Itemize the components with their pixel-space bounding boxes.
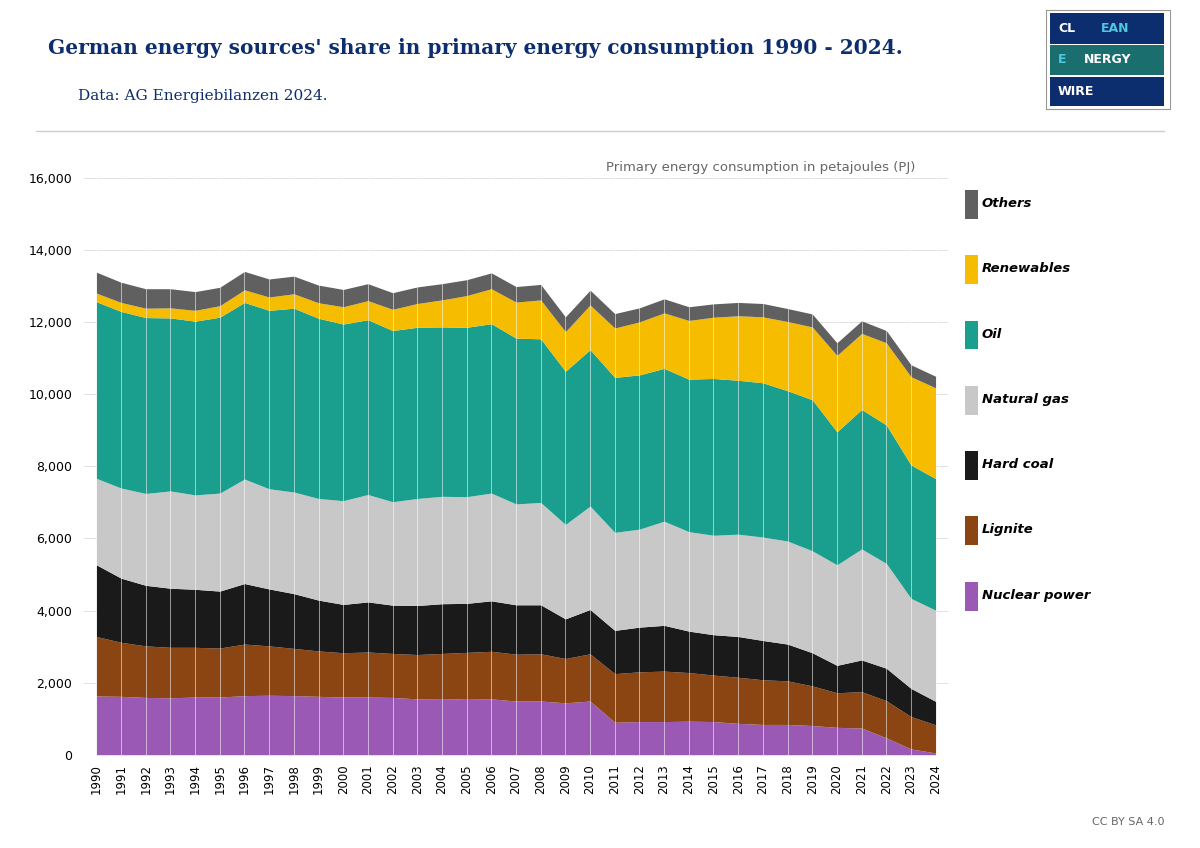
Text: Natural gas: Natural gas xyxy=(982,393,1068,406)
Text: Primary energy consumption in petajoules (PJ): Primary energy consumption in petajoules… xyxy=(606,161,916,174)
Text: Renewables: Renewables xyxy=(982,262,1070,276)
Text: CL: CL xyxy=(1058,21,1075,35)
Text: Lignite: Lignite xyxy=(982,523,1033,537)
Text: NERGY: NERGY xyxy=(1085,53,1132,66)
Text: Oil: Oil xyxy=(982,327,1002,341)
Bar xyxy=(1050,76,1164,106)
Bar xyxy=(1050,46,1164,75)
Text: WIRE: WIRE xyxy=(1058,85,1094,98)
Text: E: E xyxy=(1058,53,1067,66)
Text: Hard coal: Hard coal xyxy=(982,458,1052,471)
Text: CC BY SA 4.0: CC BY SA 4.0 xyxy=(1092,817,1164,827)
Text: Data: AG Energiebilanzen 2024.: Data: AG Energiebilanzen 2024. xyxy=(78,89,328,103)
Text: Nuclear power: Nuclear power xyxy=(982,589,1090,602)
Text: German energy sources' share in primary energy consumption 1990 - 2024.: German energy sources' share in primary … xyxy=(48,38,902,59)
Text: Others: Others xyxy=(982,197,1032,210)
Text: EAN: EAN xyxy=(1102,21,1130,35)
Bar xyxy=(1050,13,1164,43)
